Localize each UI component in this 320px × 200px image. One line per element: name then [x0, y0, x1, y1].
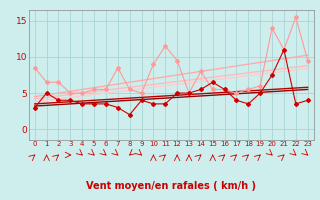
Text: Vent moyen/en rafales ( km/h ): Vent moyen/en rafales ( km/h )	[86, 181, 256, 191]
